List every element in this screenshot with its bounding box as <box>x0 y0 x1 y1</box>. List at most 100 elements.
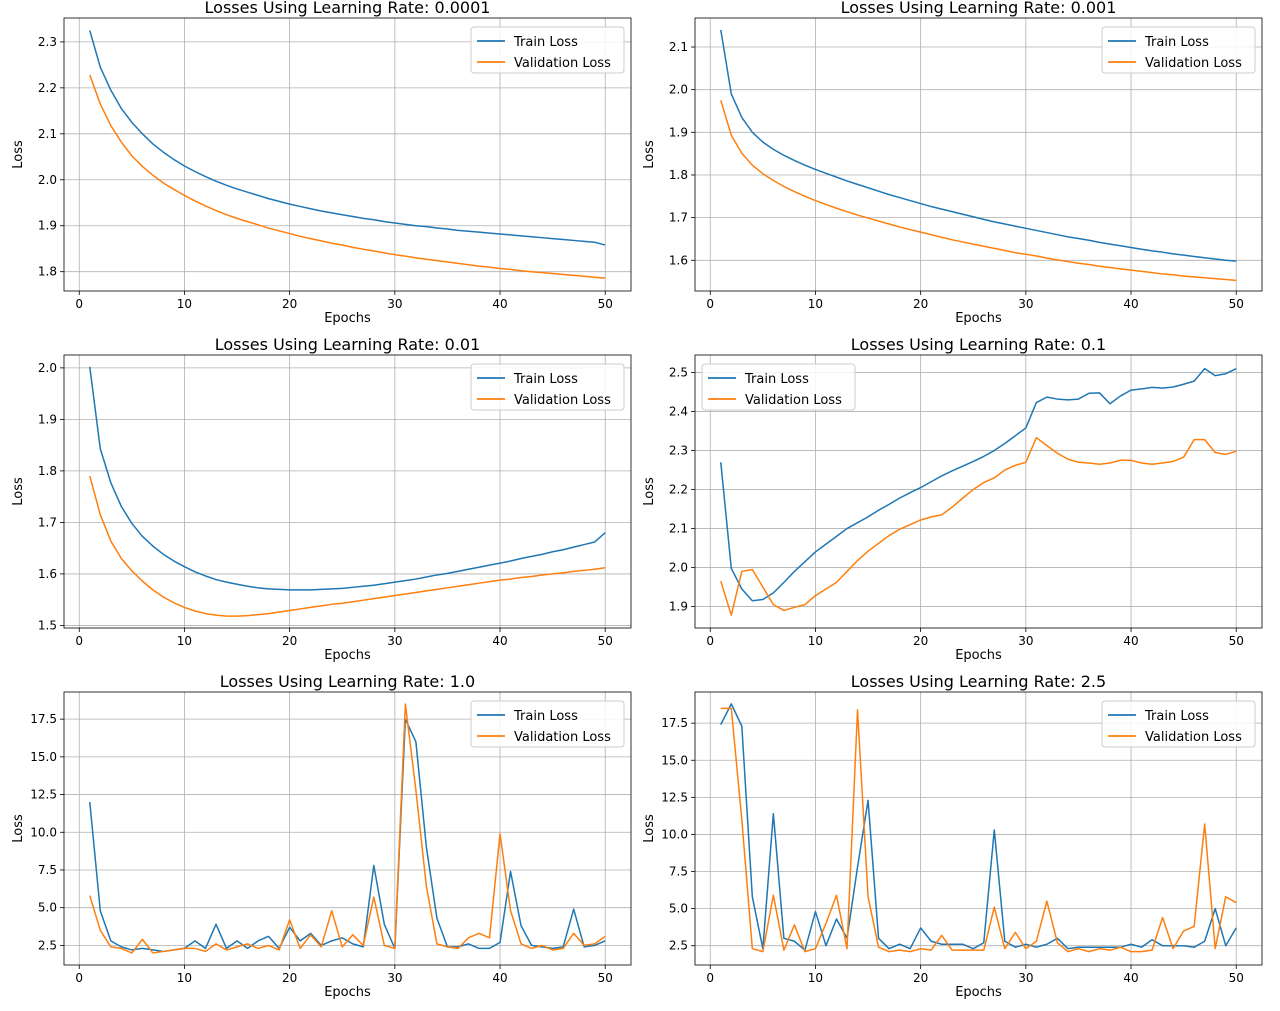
x-tick-label: 50 <box>598 634 613 648</box>
x-tick-label: 0 <box>75 297 83 311</box>
x-axis-label: Epochs <box>955 985 1002 1000</box>
legend-label: Train Loss <box>744 372 809 387</box>
y-tick-label: 15.0 <box>30 750 57 764</box>
legend-label: Train Loss <box>1144 709 1209 724</box>
axes-frame <box>694 691 1263 966</box>
x-axis-label: Epochs <box>324 648 371 663</box>
x-tick-label: 0 <box>706 634 714 648</box>
chart-title: Losses Using Learning Rate: 0.01 <box>215 335 481 354</box>
x-axis-label: Epochs <box>955 648 1002 663</box>
y-tick-label: 12.5 <box>661 790 688 804</box>
x-tick-label: 10 <box>177 971 192 985</box>
chart-title: Losses Using Learning Rate: 0.1 <box>851 335 1106 354</box>
y-axis-label: Loss <box>11 477 26 506</box>
series-line-train-loss <box>89 366 606 591</box>
y-tick-label: 2.2 <box>669 483 688 497</box>
y-tick-label: 2.1 <box>38 127 57 141</box>
y-tick-label: 1.9 <box>669 600 688 614</box>
x-tick-label: 40 <box>1123 297 1138 311</box>
y-tick-label: 17.5 <box>30 712 57 726</box>
axes-frame <box>694 354 1263 629</box>
y-tick-label: 1.5 <box>38 618 57 632</box>
legend-label: Validation Loss <box>514 730 611 745</box>
axes-frame <box>63 17 632 292</box>
x-tick-label: 20 <box>282 634 297 648</box>
legend-label: Validation Loss <box>514 56 611 71</box>
x-tick-label: 40 <box>1123 971 1138 985</box>
legend: Train Loss Validation Loss <box>470 26 625 74</box>
series-line-train-loss <box>720 29 1237 262</box>
y-tick-label: 1.8 <box>669 168 688 182</box>
legend-label: Train Loss <box>513 709 578 724</box>
x-tick-label: 10 <box>177 297 192 311</box>
y-axis-label: Loss <box>642 814 657 843</box>
chart-title: Losses Using Learning Rate: 1.0 <box>220 672 475 691</box>
legend-label: Validation Loss <box>1145 730 1242 745</box>
x-tick-label: 20 <box>282 971 297 985</box>
y-tick-label: 2.3 <box>669 444 688 458</box>
y-tick-label: 1.9 <box>38 412 57 426</box>
x-tick-label: 40 <box>492 634 507 648</box>
series-line-validation-loss <box>89 703 606 954</box>
y-tick-label: 7.5 <box>38 863 57 877</box>
y-tick-label: 5.0 <box>38 901 57 915</box>
y-tick-label: 10.0 <box>661 827 688 841</box>
axes-frame <box>63 691 632 966</box>
legend: Train Loss Validation Loss <box>1101 700 1256 748</box>
x-tick-label: 10 <box>177 634 192 648</box>
series-line-validation-loss <box>89 74 606 279</box>
x-axis-label: Epochs <box>955 311 1002 326</box>
x-tick-label: 50 <box>598 971 613 985</box>
legend-label: Train Loss <box>513 372 578 387</box>
x-tick-label: 10 <box>808 971 823 985</box>
chart-title: Losses Using Learning Rate: 0.0001 <box>205 0 491 17</box>
legend-box <box>470 363 625 411</box>
subplot-6: 0 10 20 30 40 50 2.5 5.0 7.5 10.0 12.5 15.0 17.5 Loss… <box>642 672 1263 1000</box>
legend-label: Train Loss <box>1144 35 1209 50</box>
x-tick-label: 30 <box>1018 971 1033 985</box>
series-line-validation-loss <box>720 100 1237 282</box>
legend-label: Validation Loss <box>745 393 842 408</box>
x-tick-label: 0 <box>75 634 83 648</box>
y-axis-label: Loss <box>11 814 26 843</box>
axes-frame <box>63 354 632 629</box>
subplot-2: 0 10 20 30 40 50 1.6 1.7 1.8 1.9 2.0 2.1 Losses Usin… <box>642 0 1263 326</box>
x-tick-label: 30 <box>387 297 402 311</box>
legend: Train Loss Validation Loss <box>701 363 856 411</box>
y-tick-label: 1.7 <box>669 211 688 225</box>
subplot-5: 0 10 20 30 40 50 2.5 5.0 7.5 10.0 12.5 15.0 17.5 Loss… <box>11 672 632 1000</box>
series-line-train-loss <box>720 367 1237 602</box>
x-tick-label: 20 <box>913 634 928 648</box>
x-tick-label: 50 <box>598 297 613 311</box>
x-tick-label: 50 <box>1229 297 1244 311</box>
chart-title: Losses Using Learning Rate: 2.5 <box>851 672 1106 691</box>
x-tick-label: 20 <box>913 297 928 311</box>
subplot-4: 0 10 20 30 40 50 1.9 2.0 2.1 2.2 2.3 2.4 2.5 Losses U… <box>642 335 1263 663</box>
series-line-train-loss <box>720 703 1237 951</box>
legend-label: Train Loss <box>513 35 578 50</box>
y-tick-label: 2.0 <box>38 361 57 375</box>
x-tick-label: 40 <box>492 971 507 985</box>
x-tick-label: 30 <box>387 634 402 648</box>
y-tick-label: 1.9 <box>669 125 688 139</box>
x-tick-label: 30 <box>1018 634 1033 648</box>
y-tick-label: 2.5 <box>669 939 688 953</box>
legend-box <box>470 700 625 748</box>
legend: Train Loss Validation Loss <box>470 700 625 748</box>
y-tick-label: 17.5 <box>661 716 688 730</box>
legend-label: Validation Loss <box>514 393 611 408</box>
legend-box <box>1101 26 1256 74</box>
x-tick-label: 50 <box>1229 971 1244 985</box>
x-tick-label: 20 <box>913 971 928 985</box>
x-tick-label: 20 <box>282 297 297 311</box>
series-line-validation-loss <box>720 436 1237 616</box>
y-tick-label: 2.0 <box>669 561 688 575</box>
subplot-1: 0 10 20 30 40 50 1.8 1.9 2.0 2.1 2.2 2.3 Losses Usin… <box>11 0 632 326</box>
y-tick-label: 5.0 <box>669 902 688 916</box>
y-tick-label: 1.6 <box>38 567 57 581</box>
x-tick-label: 0 <box>75 971 83 985</box>
x-tick-label: 30 <box>1018 297 1033 311</box>
y-tick-label: 1.7 <box>38 515 57 529</box>
legend: Train Loss Validation Loss <box>1101 26 1256 74</box>
x-axis-label: Epochs <box>324 985 371 1000</box>
